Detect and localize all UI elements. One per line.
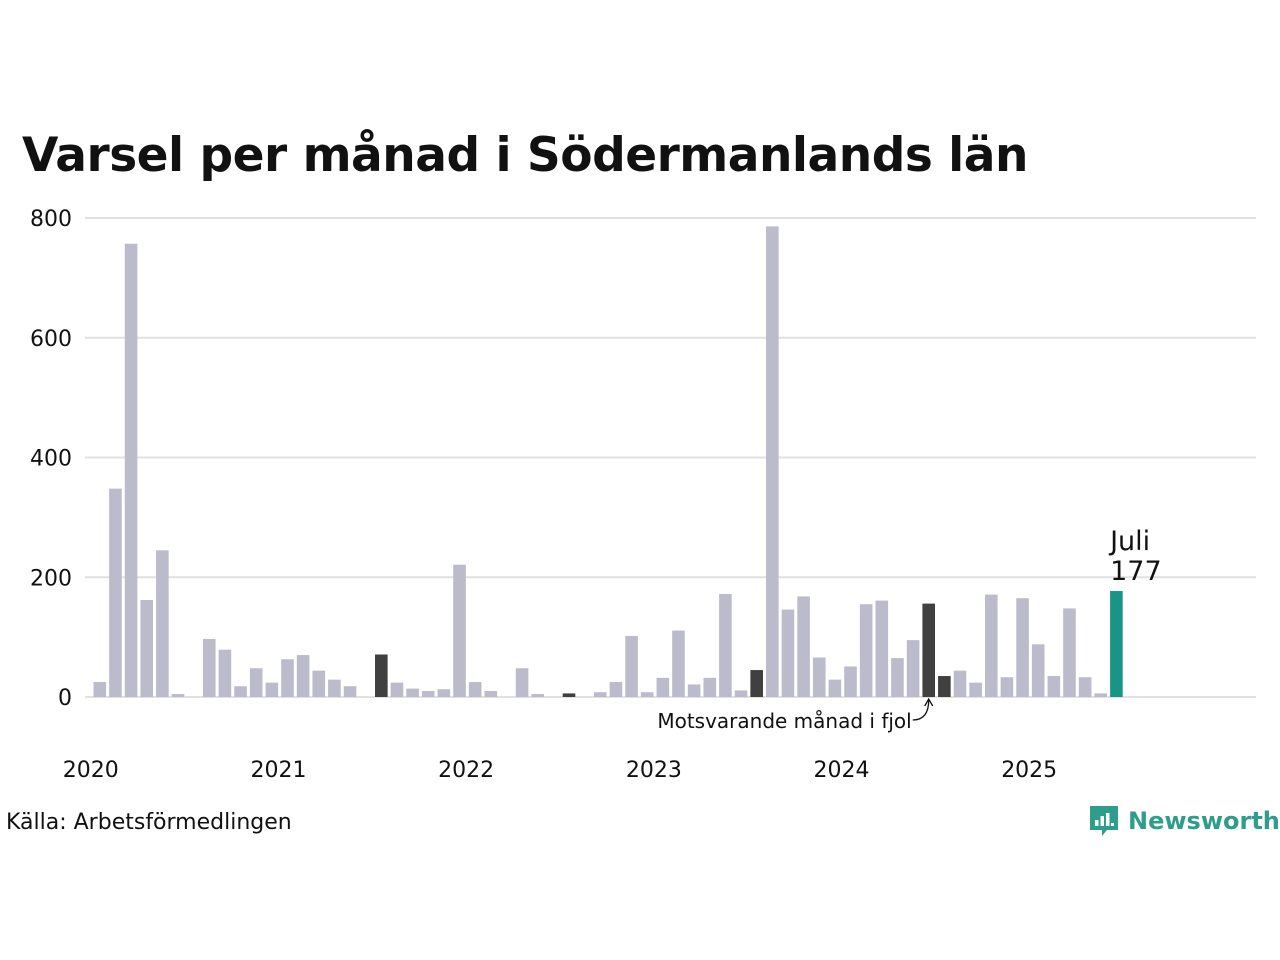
bar [1047,676,1061,697]
bar [156,550,169,697]
previous-year-arrowhead [924,697,934,707]
current-value-label: 177 [1110,556,1162,587]
bar [328,679,341,697]
current-month-label: Juli [1108,526,1150,557]
bar [343,686,357,697]
x-tick-label: 2023 [626,758,682,783]
bar [609,682,623,697]
bar [234,686,247,697]
bar [625,635,638,697]
bar [766,226,779,697]
brand-logo[interactable]: Newsworthy [1088,804,1280,838]
bar [656,677,670,697]
bar [797,596,810,697]
chart-title: Varsel per månad i Södermanlands län [22,128,1028,183]
x-tick-label: 2020 [63,758,119,783]
x-tick-label: 2025 [1001,758,1057,783]
bar [406,688,419,697]
bar [390,682,404,697]
bar [906,640,920,697]
bar [312,670,326,697]
bar [812,657,826,697]
bar [640,692,654,697]
bar [515,668,529,697]
bar [202,638,216,697]
y-tick-label: 400 [30,447,72,472]
bar-chart-speech-icon [1090,806,1118,836]
bar [218,649,232,697]
bar-july [938,676,951,697]
bar [484,691,498,697]
bar [1094,693,1108,697]
source-note: Källa: Arbetsförmedlingen [6,810,292,835]
bar [531,694,545,697]
bar [1016,598,1029,697]
bar [969,682,982,697]
bar [124,243,138,697]
bar [875,600,889,697]
previous-year-arrow [912,699,930,721]
x-tick-label: 2021 [250,758,306,783]
previous-year-note: Motsvarande månad i fjol [657,709,911,733]
bar [109,488,122,697]
bar [703,677,717,697]
bar [672,630,685,697]
bar [1031,644,1045,697]
bar [296,655,310,697]
bar [828,679,842,697]
y-tick-label: 200 [30,566,72,591]
bars [93,226,1123,697]
bar [1078,677,1092,697]
y-tick-label: 0 [58,686,72,711]
bar [593,692,607,697]
x-tick-label: 2022 [438,758,494,783]
bar [891,658,904,697]
bar [859,604,873,697]
bar [171,694,185,697]
bar [844,666,857,697]
bar [687,684,701,697]
bar [984,594,998,697]
bar [453,564,466,697]
x-tick-label: 2024 [814,758,870,783]
bar-previous-year [922,603,936,697]
bar [781,609,795,697]
bar-current-month [1110,591,1123,697]
x-axis-ticks: 2020 2021 2022 2023 2024 2025 [63,758,1057,783]
bar-july [750,670,763,697]
bar [421,691,435,697]
bar [140,600,154,697]
bar [468,682,482,697]
y-axis-ticks: 0 200 400 600 800 [30,207,72,711]
bar [265,682,279,697]
bar [93,682,107,697]
bar [734,690,748,697]
brand-name: Newsworthy [1128,807,1280,835]
bar [281,659,294,697]
bar-july [375,654,388,697]
bar [719,594,732,697]
bar [437,689,451,697]
bar [249,668,263,697]
y-tick-label: 800 [30,207,72,232]
bar [1000,677,1014,697]
y-tick-label: 600 [30,327,72,352]
bar [1063,608,1076,697]
grid-lines [85,217,1256,698]
bar [953,670,967,697]
bar-july [562,693,576,697]
